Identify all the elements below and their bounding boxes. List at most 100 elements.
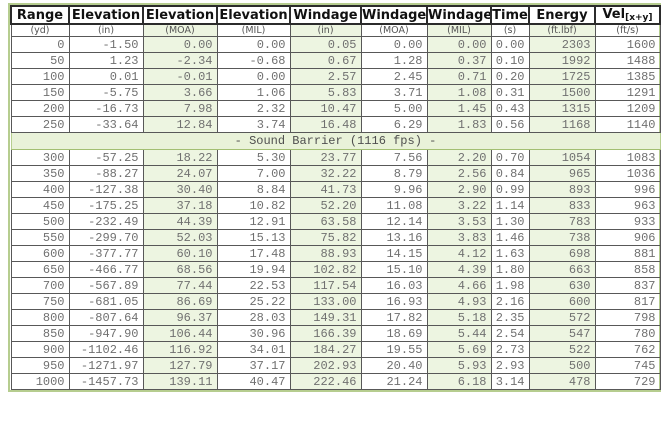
table-cell: 1291 xyxy=(594,84,661,101)
table-row: 600 -377.77 60.10 17.48 88.93 14.15 4.12 1.63 69… xyxy=(10,245,661,262)
table-cell: 800 xyxy=(10,309,70,326)
header-windage-in: Windage xyxy=(289,5,362,25)
table-cell: 663 xyxy=(528,261,596,278)
table-cell: 1168 xyxy=(528,116,596,133)
table-cell: 1.83 xyxy=(426,116,492,133)
table-cell: -1.50 xyxy=(68,36,144,53)
table-cell: -0.68 xyxy=(216,52,291,69)
table-cell: 202.93 xyxy=(289,357,362,374)
table-cell: 7.98 xyxy=(142,100,218,117)
table-cell: 37.18 xyxy=(142,197,218,214)
table-cell: 1725 xyxy=(528,68,596,85)
table-cell: 15.13 xyxy=(216,229,291,246)
table-cell: 100 xyxy=(10,68,70,85)
table-cell: 18.69 xyxy=(360,325,428,342)
table-cell: 1.30 xyxy=(490,213,530,230)
table-cell: -299.70 xyxy=(68,229,144,246)
table-cell: 30.40 xyxy=(142,181,218,198)
table-cell: 2.73 xyxy=(490,341,530,358)
table-cell: -5.75 xyxy=(68,84,144,101)
table-cell: 30.96 xyxy=(216,325,291,342)
table-row: 1000 -1457.73 139.11 40.47 222.46 21.24 6.18 3.… xyxy=(10,373,661,390)
table-cell: 1488 xyxy=(594,52,661,69)
table-cell: 166.39 xyxy=(289,325,362,342)
table-cell: -466.77 xyxy=(68,261,144,278)
table-cell: 150 xyxy=(10,84,70,101)
table-cell: 2.54 xyxy=(490,325,530,342)
table-cell: 7.00 xyxy=(216,165,291,182)
table-cell: 0.31 xyxy=(490,84,530,101)
table-cell: 5.18 xyxy=(426,309,492,326)
table-cell: 1315 xyxy=(528,100,596,117)
table-row: 300 -57.25 18.22 5.30 23.77 7.56 2.20 0.70 1054 1… xyxy=(10,149,661,166)
table-cell: 750 xyxy=(10,293,70,310)
table-row: 700 -567.89 77.44 22.53 117.54 16.03 4.66 1.98 6… xyxy=(10,277,661,294)
table-cell: 745 xyxy=(594,357,661,374)
table-cell: 2.35 xyxy=(490,309,530,326)
table-cell: 881 xyxy=(594,245,661,262)
table-cell: 1.80 xyxy=(490,261,530,278)
table-cell: 0.00 xyxy=(142,36,218,53)
unit-range: (yd) xyxy=(10,23,70,37)
velocity-label: Vel xyxy=(602,7,626,22)
table-cell: -1457.73 xyxy=(68,373,144,390)
table-cell: 3.71 xyxy=(360,84,428,101)
table-cell: 0.56 xyxy=(490,116,530,133)
table-cell: -807.64 xyxy=(68,309,144,326)
table-cell: 650 xyxy=(10,261,70,278)
table-cell: 0.84 xyxy=(490,165,530,182)
table-cell: 1036 xyxy=(594,165,661,182)
table-cell: 5.00 xyxy=(360,100,428,117)
table-cell: 350 xyxy=(10,165,70,182)
table-cell: -88.27 xyxy=(68,165,144,182)
table-cell: 28.03 xyxy=(216,309,291,326)
table-cell: 9.96 xyxy=(360,181,428,198)
table-cell: 1.45 xyxy=(426,100,492,117)
table-cell: 600 xyxy=(528,293,596,310)
table-cell: 5.44 xyxy=(426,325,492,342)
table-cell: 2.20 xyxy=(426,149,492,166)
table-cell: 0.00 xyxy=(490,36,530,53)
table-cell: 1.28 xyxy=(360,52,428,69)
unit-elevation-mil: (MIL) xyxy=(216,23,291,37)
table-cell: 5.69 xyxy=(426,341,492,358)
table-cell: 10.47 xyxy=(289,100,362,117)
table-cell: 0.37 xyxy=(426,52,492,69)
sound-barrier-label: - Sound Barrier (1116 fps) - xyxy=(10,132,661,150)
table-cell: 106.44 xyxy=(142,325,218,342)
table-cell: 547 xyxy=(528,325,596,342)
table-cell: 600 xyxy=(10,245,70,262)
table-cell: 6.18 xyxy=(426,373,492,390)
table-body: 0 -1.50 0.00 0.00 0.05 0.00 0.00 0.00 2303 1600 50… xyxy=(10,36,661,390)
table-cell: 450 xyxy=(10,197,70,214)
table-cell: 0.67 xyxy=(289,52,362,69)
header-elevation-in: Elevation xyxy=(68,5,144,25)
table-cell: 117.54 xyxy=(289,277,362,294)
header-velocity: Vel[x+y] xyxy=(594,5,661,25)
table-cell: 4.12 xyxy=(426,245,492,262)
table-cell: 37.17 xyxy=(216,357,291,374)
table-cell: 0.00 xyxy=(426,36,492,53)
table-cell: 3.66 xyxy=(142,84,218,101)
table-cell: 3.22 xyxy=(426,197,492,214)
table-cell: 8.84 xyxy=(216,181,291,198)
sound-barrier-row: - Sound Barrier (1116 fps) - xyxy=(10,132,661,150)
table-cell: 698 xyxy=(528,245,596,262)
table-cell: 500 xyxy=(528,357,596,374)
table-cell: 184.27 xyxy=(289,341,362,358)
table-cell: -33.64 xyxy=(68,116,144,133)
unit-windage-mil: (MIL) xyxy=(426,23,492,37)
table-cell: 1209 xyxy=(594,100,661,117)
table-cell: 1600 xyxy=(594,36,661,53)
table-cell: 906 xyxy=(594,229,661,246)
header-elevation-mil: Elevation xyxy=(216,5,291,25)
table-row: 550 -299.70 52.03 15.13 75.82 13.16 3.83 1.46 73… xyxy=(10,229,661,246)
table-cell: 1.23 xyxy=(68,52,144,69)
table-cell: 783 xyxy=(528,213,596,230)
table-cell: 44.39 xyxy=(142,213,218,230)
table-cell: 18.22 xyxy=(142,149,218,166)
table-cell: 8.79 xyxy=(360,165,428,182)
table-row: 500 -232.49 44.39 12.91 63.58 12.14 3.53 1.30 78… xyxy=(10,213,661,230)
table-cell: 21.24 xyxy=(360,373,428,390)
table-cell: 963 xyxy=(594,197,661,214)
